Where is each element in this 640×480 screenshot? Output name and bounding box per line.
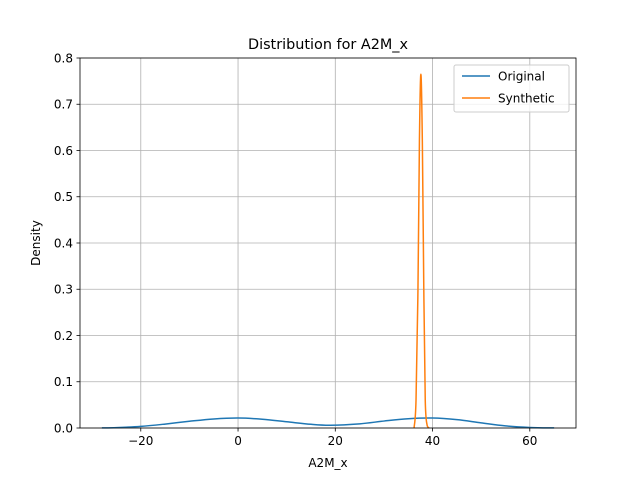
x-tick-label: −20 [128,434,153,448]
axis-ticks: −20 0 20 40 60 0.0 0.1 0.2 0.3 0.4 0.5 0.6 0.7 0.8 [54,51,538,448]
y-tick-label: 0.5 [54,190,73,204]
y-tick-label: 0.2 [54,329,73,343]
y-axis-label: Density [29,220,43,266]
legend-label-original: Original [498,70,545,84]
series-line-synthetic [413,73,430,429]
legend: Original Synthetic [453,64,570,113]
y-tick-label: 0.8 [54,51,73,65]
y-tick-label: 0.1 [54,375,73,389]
y-tick-label: 0.6 [54,144,73,158]
x-tick-label: 0 [234,434,242,448]
y-tick-label: 0.4 [54,236,73,250]
x-axis-label: A2M_x [308,456,347,470]
x-tick-label: 20 [328,434,343,448]
legend-label-synthetic: Synthetic [498,92,555,106]
x-tick-label: 60 [522,434,537,448]
y-tick-label: 0.0 [54,421,73,435]
series-line-original [101,417,555,429]
chart-title: Distribution for A2M_x [248,37,409,53]
x-tick-label: 40 [425,434,440,448]
y-tick-label: 0.7 [54,98,73,112]
series-layer [101,73,555,429]
y-tick-label: 0.3 [54,283,73,297]
